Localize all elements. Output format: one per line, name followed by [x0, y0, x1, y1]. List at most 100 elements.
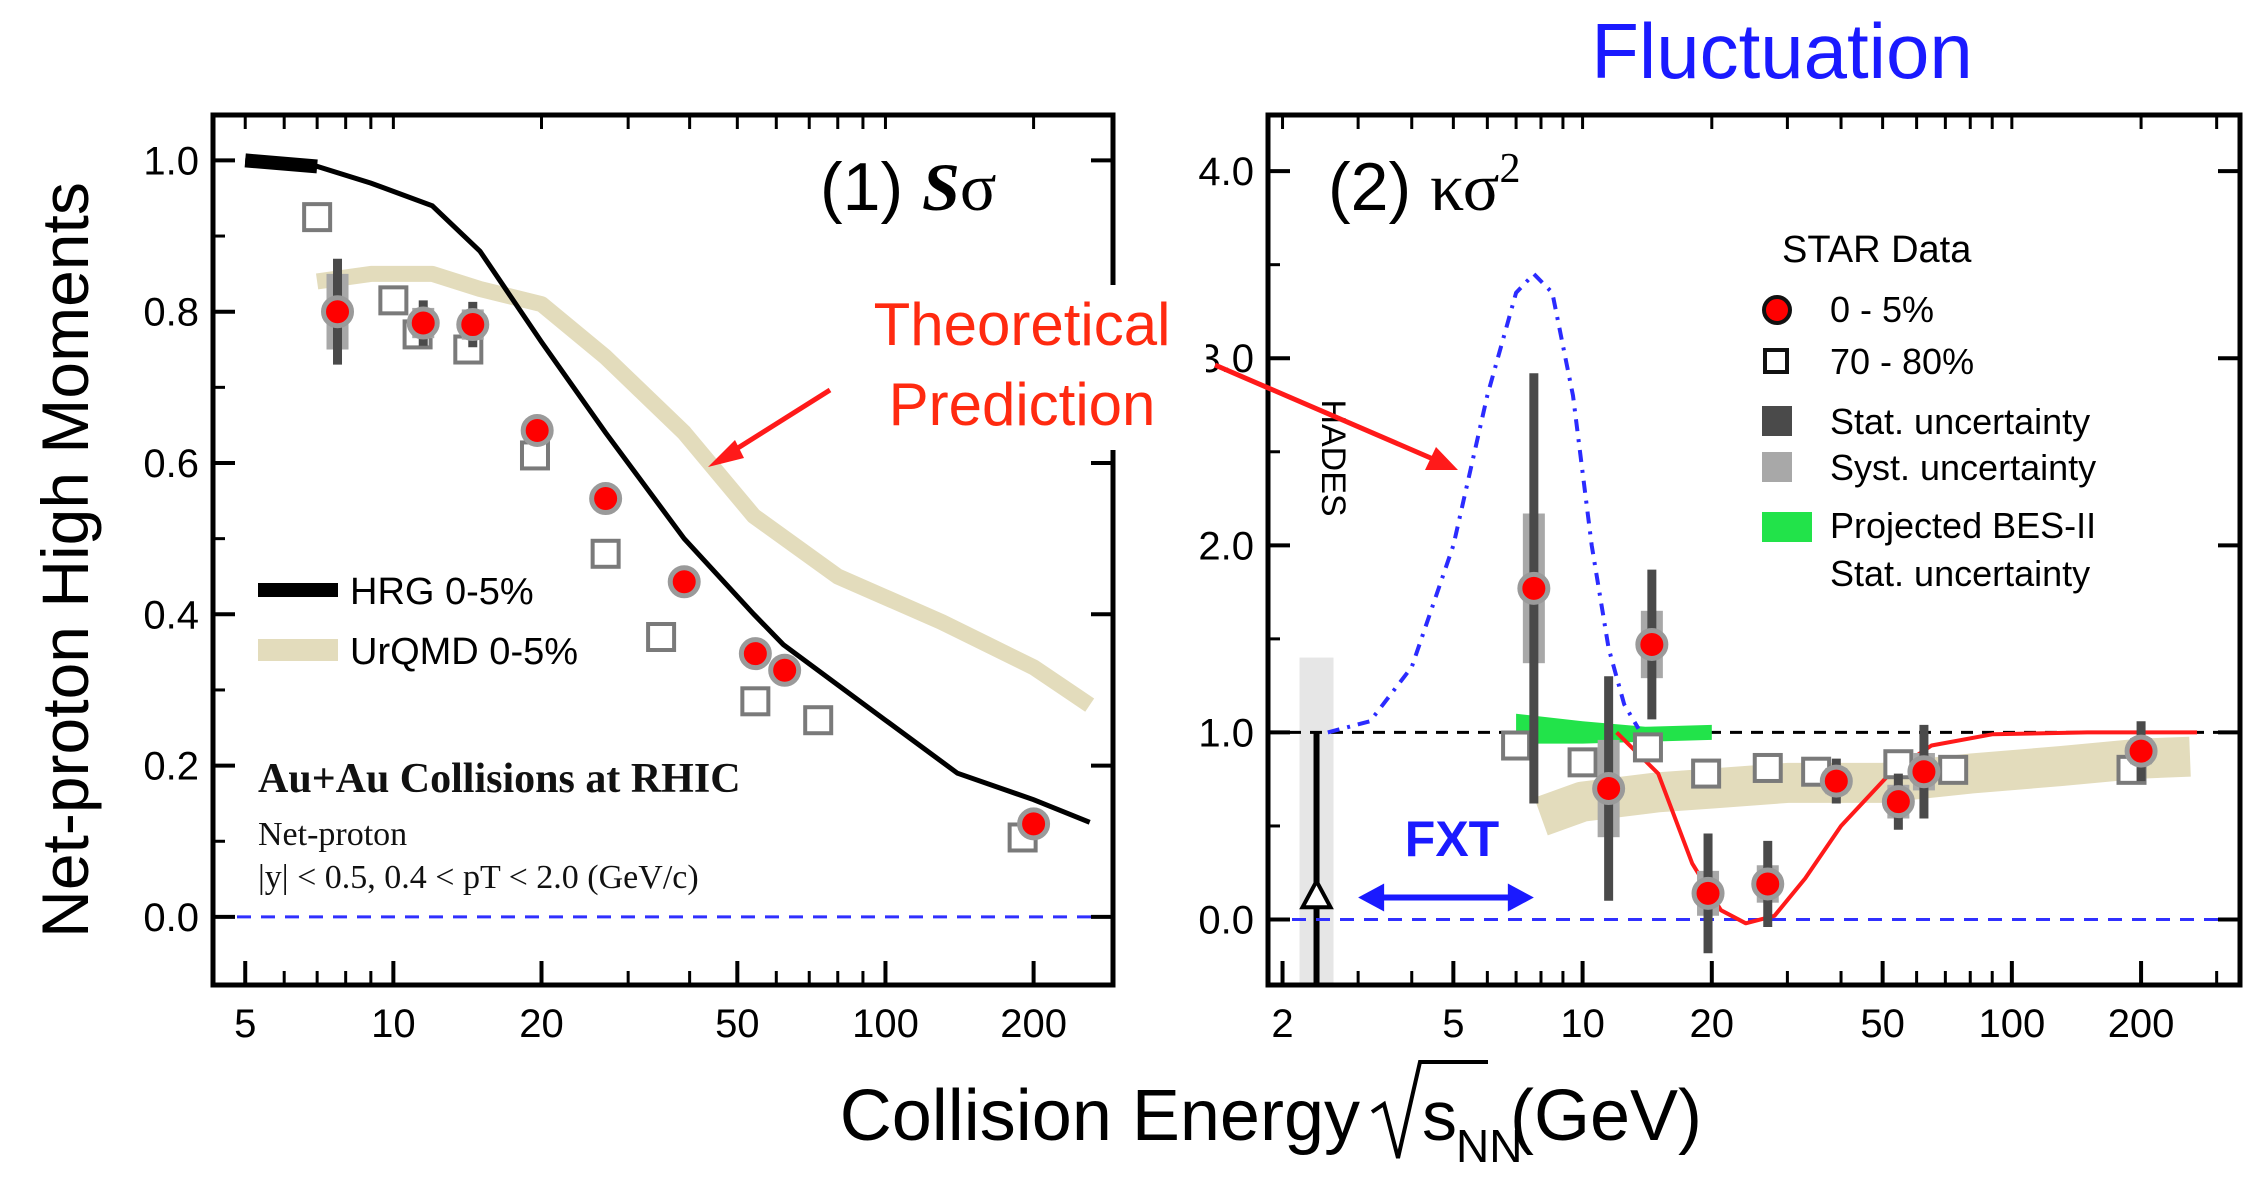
panel-1-label: (1) Sσ [820, 149, 996, 225]
panel-2-xtick-label: 5 [1442, 1002, 1464, 1046]
hrg-line [244, 157, 1091, 825]
panel-1-ytick-label: 0.4 [143, 593, 199, 637]
panel-2-xtick-label: 50 [1860, 1002, 1905, 1046]
legend-bes2-label-2: Stat. uncertainty [1830, 553, 2090, 594]
panel-2-ytick-label: 4.0 [1198, 150, 1254, 194]
theory-dashdot-curve [1327, 272, 1641, 735]
annotation-arrow-right [1214, 362, 1441, 465]
hades-marker [1299, 876, 1334, 910]
note-title: Au+Au Collisions at RHIC [258, 756, 741, 802]
peripheral-point [740, 686, 771, 717]
y-axis-label: Net-proton High Moments [28, 182, 102, 938]
panel-1-xtick-label: 50 [715, 1002, 760, 1046]
panel-2-ytick-label: 0.0 [1198, 899, 1254, 943]
central-point [520, 413, 554, 447]
panel-2-label-exp: 2 [1499, 146, 1520, 192]
central-point [1819, 764, 1853, 798]
panel-2-label-kappa: κσ [1430, 149, 1499, 225]
panel-2-xtick-label: 100 [1978, 1002, 2045, 1046]
legend-stat-swatch [1762, 406, 1792, 436]
panel-2-xtick-label: 20 [1690, 1002, 1735, 1046]
central-point [1592, 772, 1626, 806]
panel-1-label-sigma: σ [960, 149, 997, 225]
annotation-arrow-left [720, 387, 832, 461]
x-axis-label-s: s [1422, 1077, 1457, 1155]
central-point [1635, 627, 1669, 661]
panel-2-xtick-label: 200 [2108, 1002, 2175, 1046]
note-line-1: Net-proton [258, 816, 407, 853]
annotation-arrow-left-head [708, 440, 744, 467]
panel-1-ytick-label: 0.2 [143, 745, 199, 789]
legend-star-title: STAR Data [1782, 229, 1972, 271]
panel-2-label: (2) κσ2 [1328, 146, 1520, 225]
panel-1-xtick-label: 10 [371, 1002, 416, 1046]
panel-1-label-s: S [922, 149, 960, 225]
legend-central-label: 0 - 5% [1830, 289, 1934, 330]
x-axis-label: Collision Energy s NN (GeV) [840, 1060, 1702, 1172]
sqrt-sign [1370, 1060, 1488, 1159]
central-point [768, 653, 802, 687]
central-point [321, 295, 355, 329]
panel-1: 0.0 0.2 0.4 0.6 0.8 1.0 5 10 20 50 100 200 (1) Sσ H… [143, 112, 1116, 1046]
central-point [1017, 807, 1051, 841]
central-point [2124, 734, 2158, 768]
panel-1-xtick-label: 200 [1000, 1002, 1067, 1046]
peripheral-point [646, 622, 677, 652]
panel-2: 0.01.02.03.04.02 5 10 20 50 100 200 (2) κσ2 ST… [1198, 112, 2243, 1046]
central-point [1751, 867, 1785, 901]
legend-bes2-label: Projected BES-II [1830, 505, 2096, 546]
panel-1-ytick-label: 0.8 [143, 291, 199, 335]
central-point [1907, 755, 1941, 789]
urqmd-band [315, 265, 1095, 712]
central-point [738, 637, 772, 671]
central-point [406, 306, 440, 340]
fxt-arrow-head-right [1507, 883, 1534, 912]
x-axis-label-sub: NN [1456, 1120, 1522, 1172]
panel-1-note: Au+Au Collisions at RHIC Net-proton |y| … [258, 756, 741, 896]
peripheral-point [590, 538, 621, 569]
central-point [456, 308, 490, 342]
peripheral-point [1752, 752, 1783, 783]
peripheral-point [1883, 749, 1914, 780]
central-point [1881, 785, 1915, 819]
peripheral-point [378, 285, 409, 316]
panel-1-plot-area [213, 153, 1113, 919]
panel-1-ytick-label: 1.0 [143, 139, 199, 183]
x-axis-label-unit: (GeV) [1510, 1076, 1702, 1156]
annotation-line-2: Prediction [889, 371, 1156, 438]
panel-2-plot-area [1268, 272, 2240, 985]
note-line-2: |y| < 0.5, 0.4 < pT < 2.0 (GeV/c) [258, 859, 699, 896]
peripheral-point [1567, 747, 1598, 778]
panel-1-legend: HRG 0-5% UrQMD 0-5% [258, 571, 578, 673]
panel-2-frame [1265, 112, 2243, 988]
panel-2-legend: STAR Data 0 - 5% 70 - 80% Stat. uncertai… [1762, 229, 2096, 594]
hrg-line-thick [244, 153, 318, 174]
legend-peripheral-label: 70 - 80% [1830, 341, 1974, 382]
panel-1-xtick-label: 5 [234, 1002, 256, 1046]
legend-bes2-swatch [1762, 512, 1812, 542]
x-axis-label-main: Collision Energy [840, 1076, 1360, 1156]
legend-stat-label: Stat. uncertainty [1830, 401, 2090, 442]
panel-2-ytick-label: 2.0 [1198, 524, 1254, 568]
theory-annotation: Theoretical Prediction [708, 285, 1458, 470]
urqmd-band [1534, 736, 2191, 836]
panel-1-xtick-label: 20 [519, 1002, 564, 1046]
fxt-label: FXT [1405, 811, 1499, 867]
figure-title: Fluctuation [1591, 7, 1973, 95]
peripheral-point [302, 202, 333, 233]
panel-2-ytick-label: 1.0 [1198, 711, 1254, 755]
peripheral-point [1938, 754, 1969, 785]
panel-1-ytick-label: 0.6 [143, 442, 199, 486]
annotation-line-1: Theoretical [874, 291, 1171, 358]
legend-peripheral-swatch [1763, 348, 1789, 374]
peripheral-point [803, 705, 834, 736]
panel-1-frame [210, 112, 1116, 988]
peripheral-point [1691, 758, 1722, 789]
legend-central-swatch [1762, 295, 1792, 325]
panel-2-marks [1268, 272, 2240, 985]
panel-1-axes: 0.0 0.2 0.4 0.6 0.8 1.0 5 10 20 50 100 200 [143, 112, 1116, 1046]
legend-urqmd-label: UrQMD 0-5% [350, 631, 578, 673]
panel-2-axes: 0.0 1.0 2.0 3.0 4.0 2 5 10 20 50 100 200 [1198, 112, 2243, 1046]
fxt-arrow-head-left [1358, 883, 1385, 912]
